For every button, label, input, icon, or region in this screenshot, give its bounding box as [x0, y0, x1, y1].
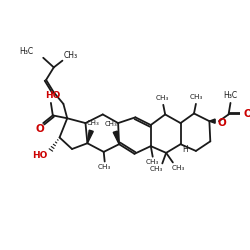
Polygon shape: [88, 130, 93, 143]
Text: CH₃: CH₃: [156, 95, 169, 101]
Text: HO: HO: [45, 91, 60, 100]
Text: O: O: [218, 118, 226, 128]
Text: CH₃: CH₃: [146, 160, 160, 166]
Polygon shape: [209, 119, 215, 123]
Text: O: O: [244, 110, 250, 120]
Text: HO: HO: [32, 151, 47, 160]
Text: H: H: [182, 144, 188, 154]
Polygon shape: [113, 131, 119, 144]
Text: CH₃: CH₃: [189, 94, 202, 100]
Text: CH₃: CH₃: [150, 166, 163, 172]
Text: CH₃: CH₃: [105, 121, 118, 127]
Text: CH₃: CH₃: [98, 164, 111, 170]
Text: H₃C: H₃C: [224, 91, 237, 100]
Text: CH₃: CH₃: [64, 51, 78, 60]
Text: H₃C: H₃C: [20, 46, 34, 56]
Text: CH₃: CH₃: [172, 165, 185, 171]
Text: CH₃: CH₃: [87, 120, 100, 126]
Text: O: O: [36, 124, 45, 134]
